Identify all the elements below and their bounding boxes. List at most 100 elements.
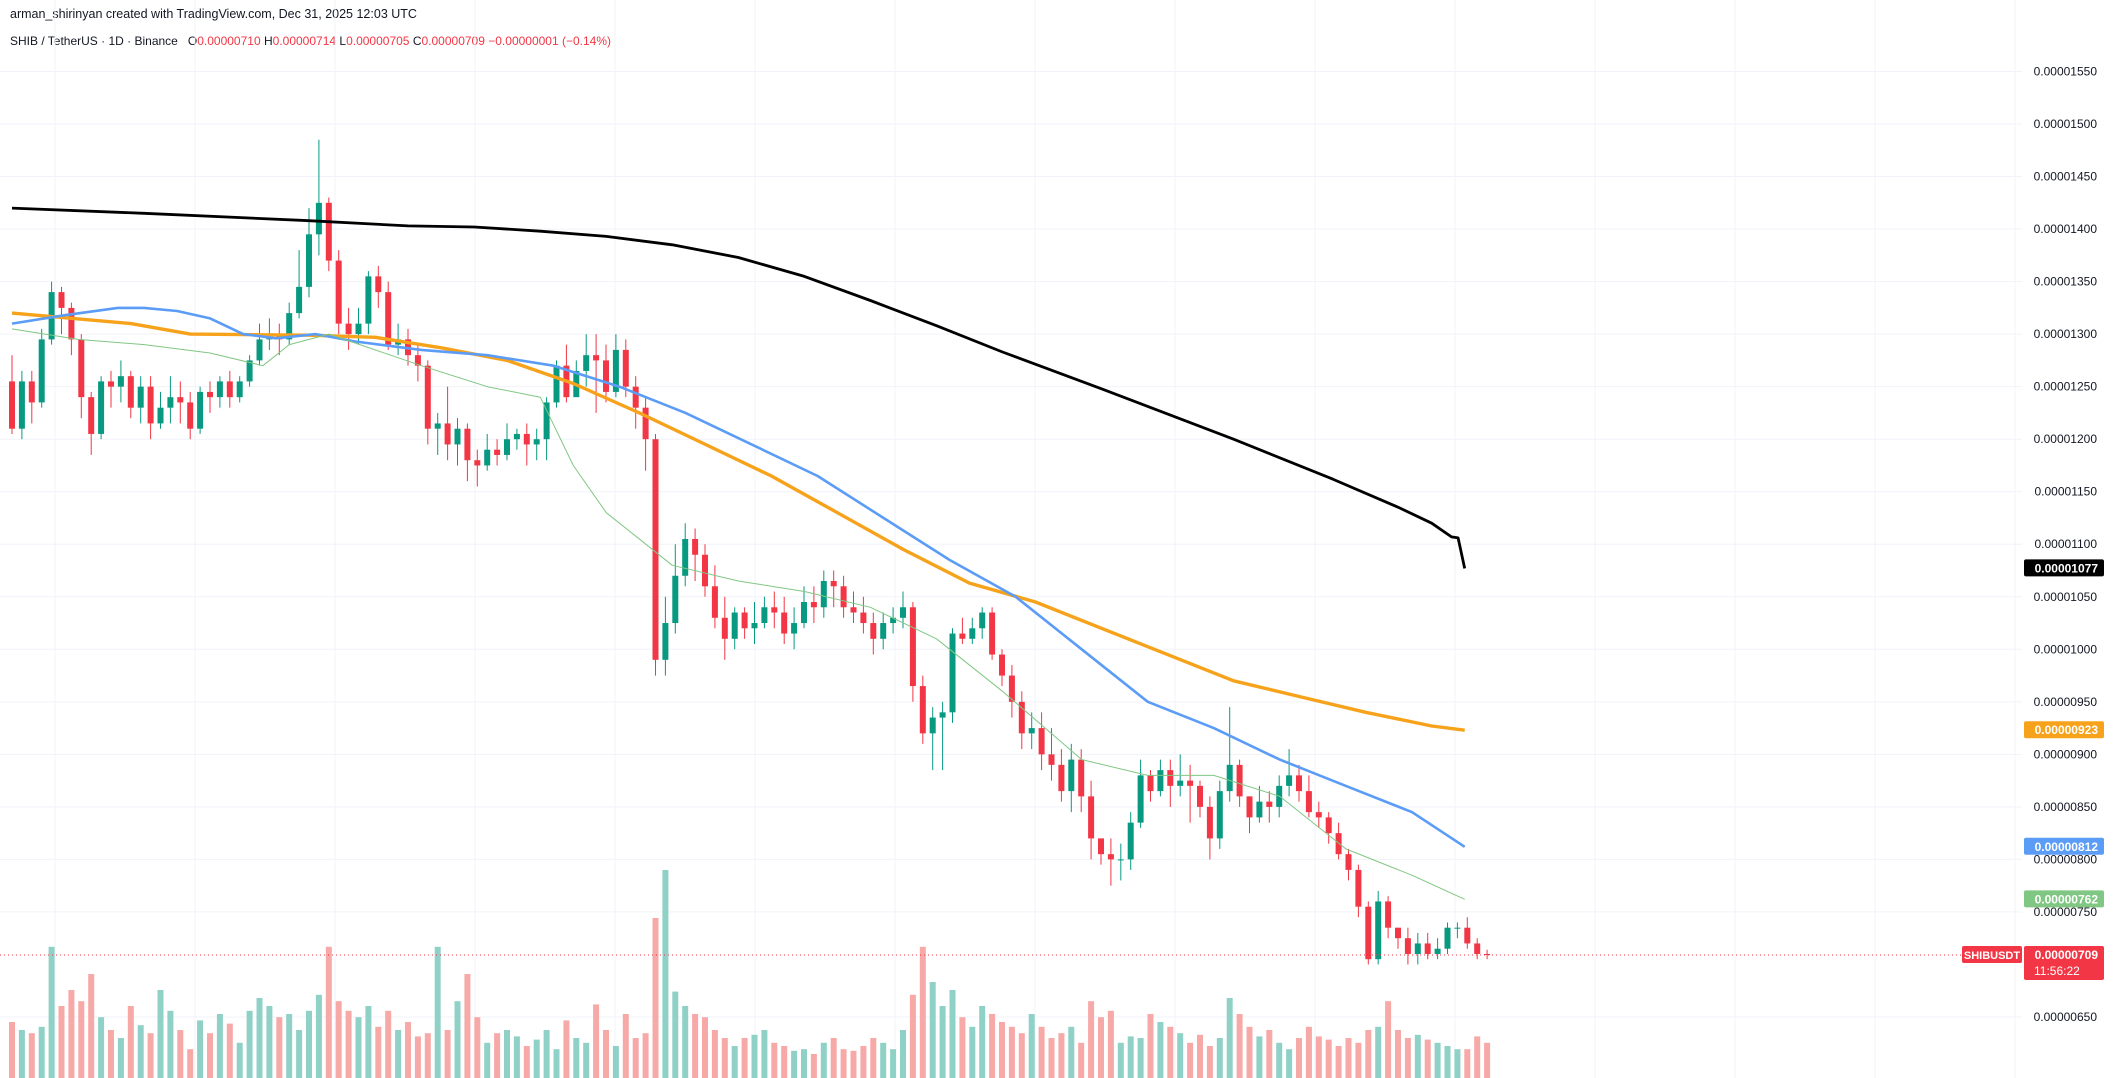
volume-bar <box>1365 1030 1372 1078</box>
volume-bar <box>1018 1033 1025 1078</box>
candle-body <box>444 423 451 445</box>
volume-bar <box>1088 1001 1095 1078</box>
volume-bar <box>256 998 263 1078</box>
candle-body <box>306 234 312 287</box>
candle-body <box>830 581 837 587</box>
candle-body <box>672 575 679 624</box>
candle-body <box>355 323 362 335</box>
ohlc-low-value: 0.00000705 <box>346 34 410 48</box>
candle-body <box>969 628 976 639</box>
volume-bar <box>1157 1022 1164 1078</box>
volume-bar <box>603 1030 609 1078</box>
candle-body <box>850 607 857 613</box>
volume-bar <box>315 994 322 1078</box>
volume-bar <box>1474 1036 1481 1078</box>
volume-bar <box>286 1014 293 1078</box>
volume-bar <box>18 1030 25 1078</box>
candle-body <box>1137 775 1144 823</box>
candle-body <box>929 717 936 734</box>
candle-body <box>583 355 590 371</box>
volume-bar <box>741 1038 748 1078</box>
candle-body <box>642 407 649 440</box>
candle-body <box>880 623 887 639</box>
candle-body <box>553 365 560 403</box>
candle-body <box>1088 796 1095 839</box>
volume-bar <box>1048 1038 1055 1078</box>
candle-body <box>1107 854 1114 860</box>
candle-body <box>1434 948 1441 954</box>
candle-body <box>702 554 708 587</box>
candle-body <box>939 712 946 718</box>
candle-body <box>721 617 728 639</box>
volume-bar <box>662 870 669 1078</box>
last-price-badge <box>2024 946 2104 981</box>
volume-bar <box>325 946 332 1078</box>
axis-tick-label: 0.00001350 <box>2034 275 2098 289</box>
candle-body <box>810 602 817 608</box>
volume-bar <box>335 1001 342 1078</box>
candle-body <box>909 607 916 687</box>
volume-bar <box>365 1006 372 1078</box>
volume-bar <box>424 1033 431 1078</box>
ma-line-ma20 <box>11 328 1465 900</box>
candle-body <box>751 623 758 629</box>
ohlc-close-value: 0.00000709 <box>421 34 485 48</box>
candle-body <box>1454 927 1461 929</box>
candle-body <box>157 407 164 424</box>
volume-bar <box>959 1017 966 1078</box>
candle-body <box>1038 728 1045 755</box>
volume-bar <box>1315 1036 1322 1078</box>
volume-bar <box>127 1006 134 1078</box>
volume-bar <box>969 1026 976 1078</box>
candle-body <box>989 612 996 655</box>
ma-line-ma200 <box>11 206 1467 569</box>
candle-body <box>68 307 75 340</box>
volume-bar <box>385 1010 392 1078</box>
volume-bar <box>1226 998 1233 1078</box>
volume-bar <box>1236 1014 1243 1078</box>
candle-body <box>1296 775 1302 792</box>
volume-bar <box>711 1030 718 1078</box>
volume-bar <box>1375 1026 1382 1078</box>
volume-bar <box>870 1038 877 1078</box>
candle-body <box>286 313 293 340</box>
candle-body <box>1325 817 1332 834</box>
volume-bar <box>721 1038 728 1078</box>
candle-body <box>1177 780 1184 786</box>
candle-body <box>612 349 619 392</box>
volume-bar <box>207 1033 213 1078</box>
candle-body <box>424 365 431 429</box>
candle-body <box>464 428 471 461</box>
symbol-name[interactable]: SHIB / TetherUS · 1D · Binance <box>10 34 178 48</box>
candle-body <box>820 581 827 608</box>
candle-body <box>1187 780 1194 786</box>
symbol-badge-label: SHIBUSDT <box>1964 950 2021 962</box>
symbol-legend: SHIB / TetherUS · 1D · Binance O0.000007… <box>10 34 611 48</box>
volume-bar <box>1404 1038 1411 1078</box>
ma-price-badge-label: 0.00000762 <box>2035 892 2099 906</box>
volume-bar <box>48 946 55 1078</box>
volume-bar <box>1127 1036 1134 1078</box>
volume-bar <box>9 1022 15 1078</box>
candle-body <box>1127 822 1134 860</box>
ma-line-ma50 <box>11 306 1466 848</box>
volume-bar <box>484 1042 491 1078</box>
axis-tick-label: 0.00001050 <box>2034 590 2098 604</box>
volume-bar <box>167 1010 174 1078</box>
volume-bar <box>306 1010 312 1078</box>
candle-body <box>127 376 134 408</box>
volume-bar <box>622 1014 629 1078</box>
candle-body <box>949 633 956 713</box>
candle-body <box>88 397 95 434</box>
axis-tick-label: 0.00001150 <box>2034 485 2097 499</box>
volume-bar <box>1464 1049 1471 1078</box>
candle-body <box>246 360 253 382</box>
axis-tick-label: 0.00001000 <box>2034 642 2098 656</box>
volume-bar <box>791 1050 798 1078</box>
volume-bar <box>88 974 95 1078</box>
volume-bar <box>999 1022 1005 1078</box>
candle-body <box>870 623 877 639</box>
volume-bar <box>880 1042 887 1078</box>
